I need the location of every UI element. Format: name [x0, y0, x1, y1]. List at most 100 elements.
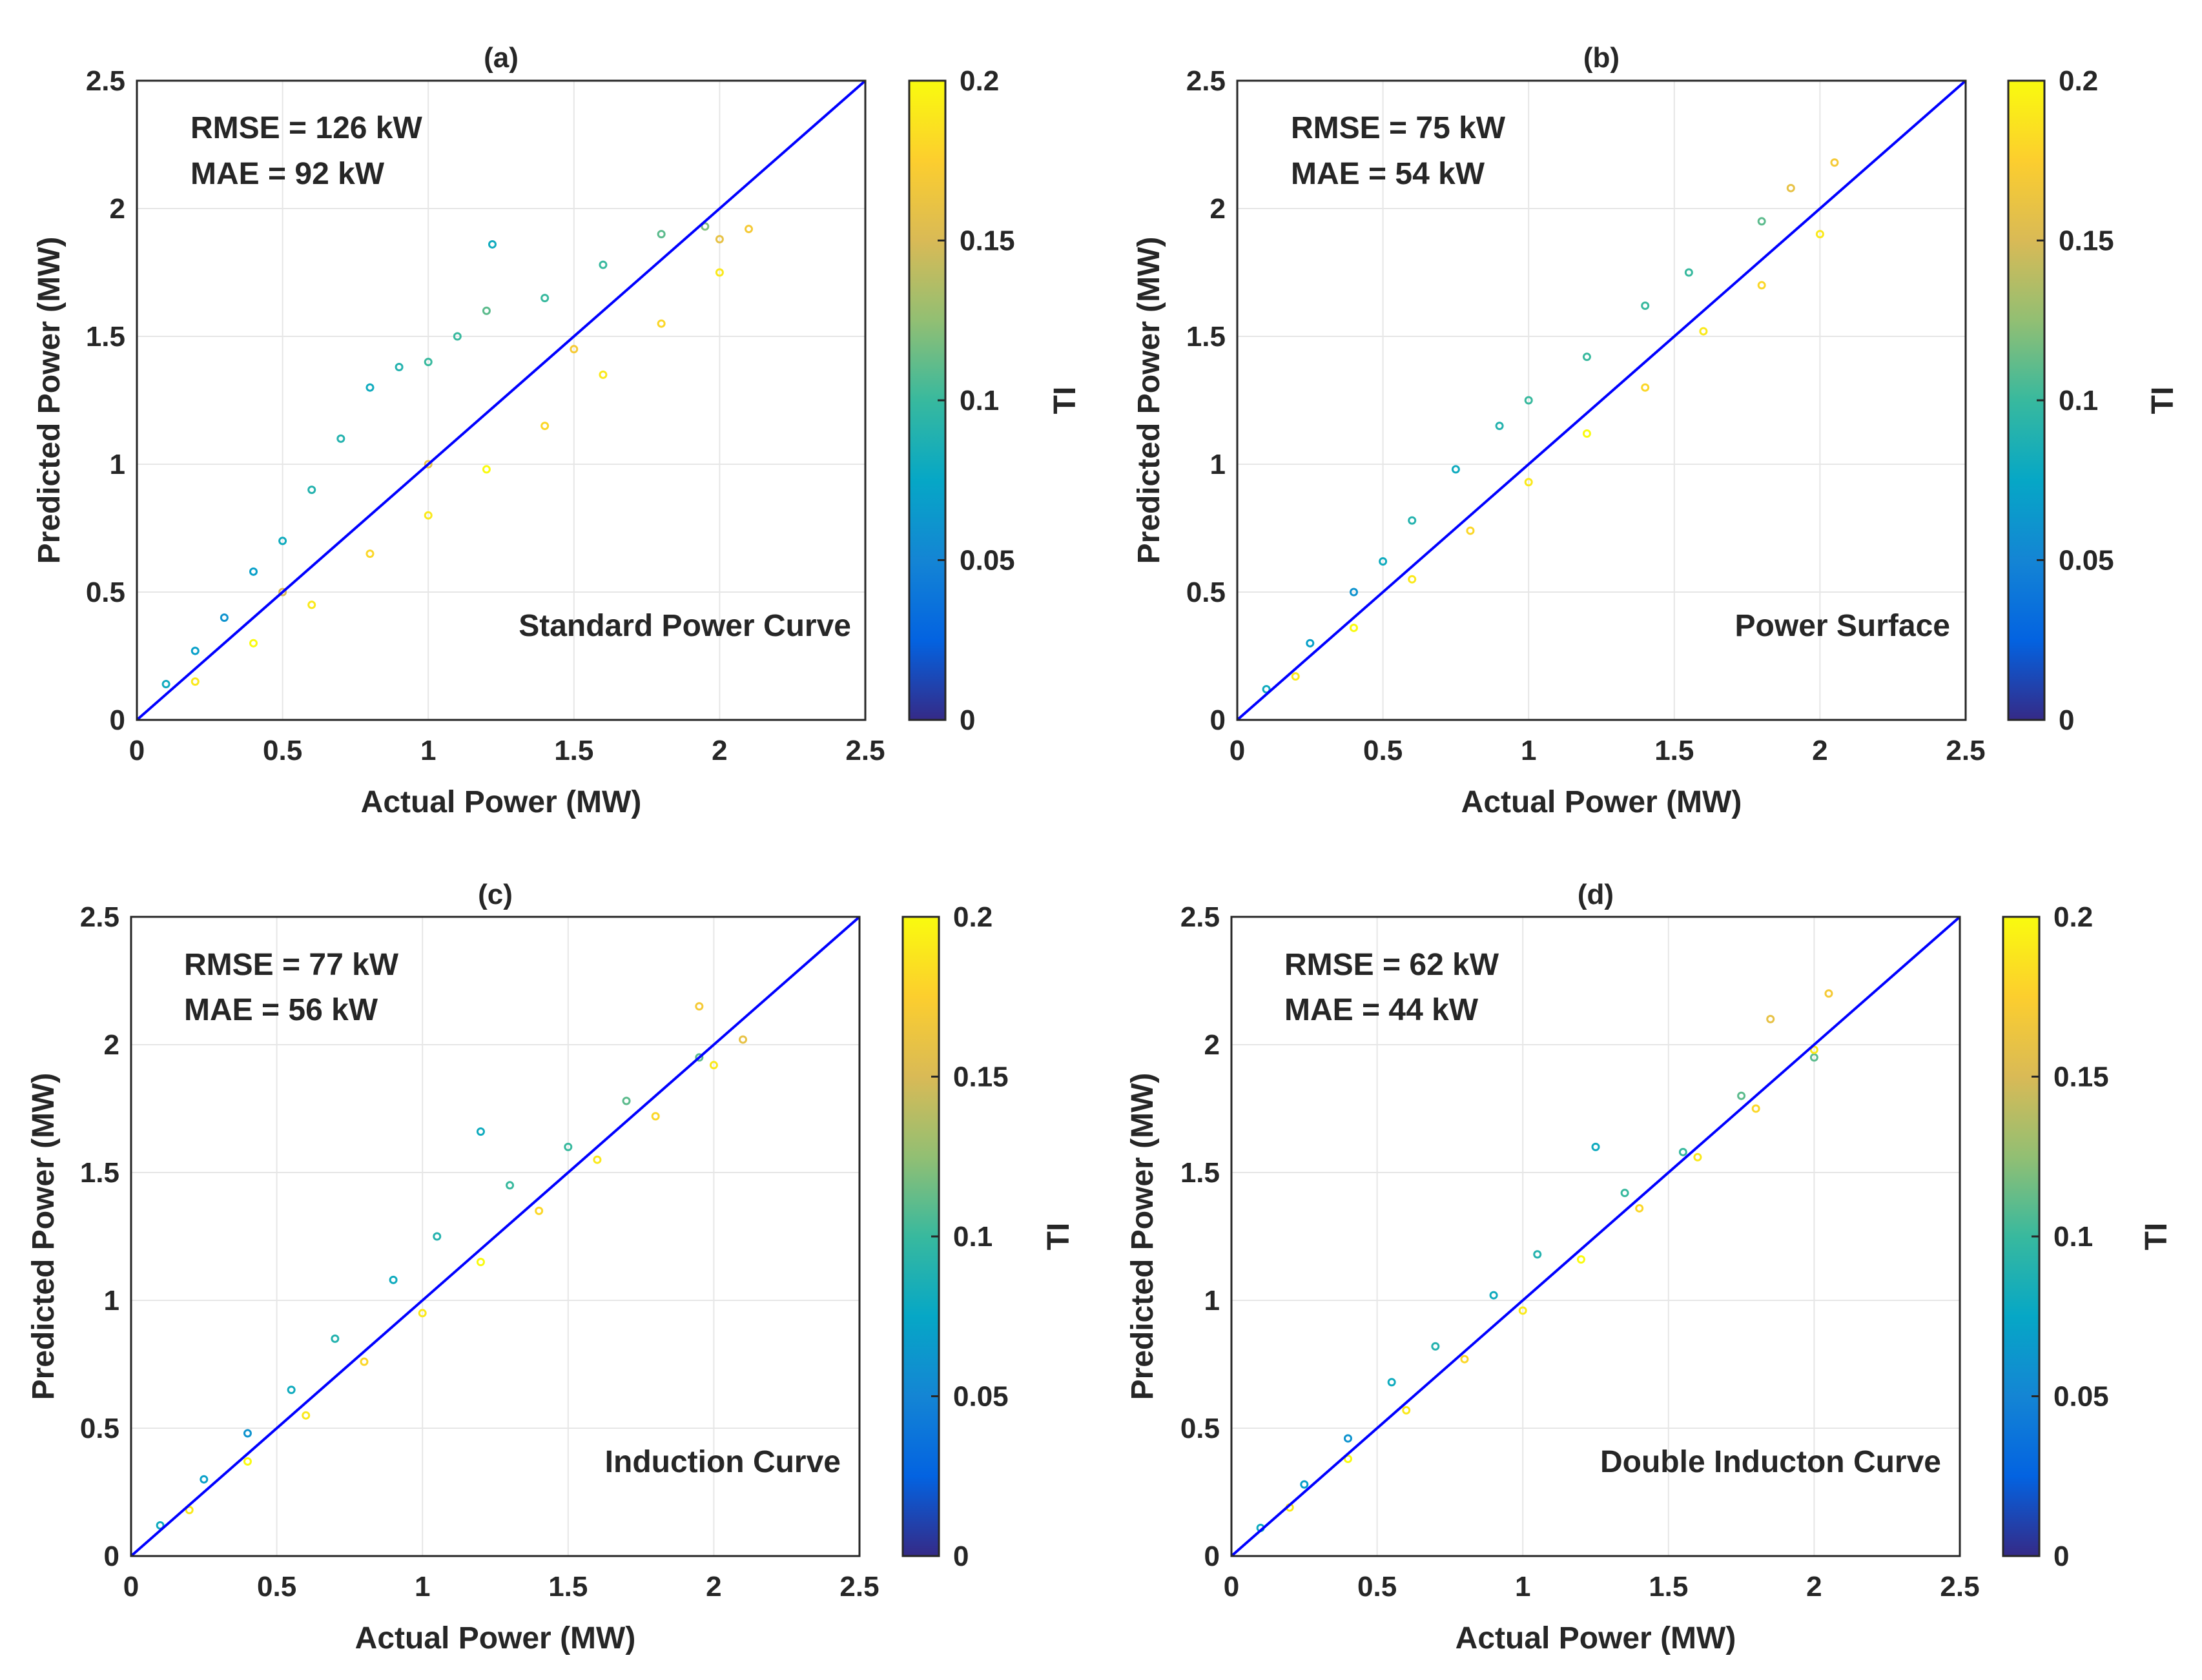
rmse-annotation: RMSE = 75 kW [1291, 111, 1506, 145]
scatter-point [1815, 230, 1824, 239]
colorbar-tick-label: 0 [2059, 704, 2074, 736]
scatter-point [161, 680, 170, 689]
scatter-point [1402, 1406, 1411, 1415]
plot-frame [1230, 916, 1961, 1557]
plot-frame [130, 916, 861, 1557]
x-tick-label: 2.5 [845, 735, 885, 766]
colorbar-tick-label: 0.05 [2059, 545, 2114, 577]
scatter-point [1830, 158, 1839, 167]
x-tick-label: 1 [415, 1571, 430, 1603]
scatter-point [1466, 526, 1475, 535]
scatter-point [1349, 623, 1358, 632]
y-tick-label: 2.5 [80, 901, 119, 933]
colorbar-tick-label: 0.2 [2053, 901, 2093, 933]
scatter-point [424, 460, 433, 469]
x-tick-label: 2 [1812, 735, 1827, 766]
identity-line [130, 916, 861, 1557]
scatter-point [389, 1275, 398, 1284]
x-tick-label: 0.5 [1357, 1571, 1397, 1603]
scatter-point [593, 1155, 602, 1164]
colorbar-tick-label: 0.1 [960, 385, 999, 416]
scatter-point [622, 1096, 631, 1105]
y-tick-label: 0 [104, 1541, 119, 1572]
y-tick-label: 0.5 [1180, 1413, 1220, 1444]
scatter-points [156, 1002, 748, 1530]
colorbar-tick-label: 0.05 [2053, 1381, 2109, 1413]
scatter-point [570, 345, 579, 354]
y-tick-label: 1.5 [1180, 1157, 1220, 1189]
panel-c: (c) 0 0.5 1 1.5 2 2.5 0 0.5 1 1.5 2 2.5 Actual Pow… [26, 879, 1076, 1655]
scatter-point [185, 1506, 194, 1515]
x-tick-labels: 0 0.5 1 1.5 2 2.5 [129, 735, 885, 766]
scatter-point [249, 639, 258, 648]
panel-b: (b) 0 0.5 1 1.5 2 2.5 0 0.5 1 1.5 2 2.5 Actual Pow… [1132, 42, 2180, 819]
x-tick-label: 1 [1515, 1571, 1530, 1603]
panel-a: (a) 0 0.5 1 1.5 2 2.5 0 0.5 1 1.5 2 2.5 Actual Pow… [32, 42, 1082, 819]
scatter-point [302, 1411, 311, 1420]
scatter-point [1737, 1091, 1746, 1100]
colorbar-tick-label: 0.15 [2053, 1061, 2109, 1093]
scatter-point [360, 1357, 369, 1366]
x-tick-label: 2.5 [1946, 735, 1985, 766]
panel-d: (d) 0 0.5 1 1.5 2 2.5 0 0.5 1 1.5 2 2.5 Actual Pow… [1126, 879, 2174, 1655]
rmse-annotation: RMSE = 62 kW [1284, 948, 1499, 982]
scatter-point [1379, 557, 1388, 566]
scatter-point [278, 588, 287, 597]
x-tick-label: 1 [420, 735, 436, 766]
scatter-point [453, 332, 462, 341]
y-tick-label: 2 [1210, 193, 1226, 225]
x-tick-label: 0.5 [1363, 735, 1403, 766]
scatter-point [1809, 1045, 1818, 1054]
y-tick-label: 2 [1204, 1029, 1220, 1061]
scatter-point [1699, 327, 1708, 336]
colorbar-tick-label: 0 [2053, 1541, 2069, 1572]
scatter-point [1757, 281, 1766, 290]
scatter-point [1751, 1104, 1760, 1113]
x-tick-label: 1.5 [554, 735, 593, 766]
y-tick-label: 1.5 [86, 321, 125, 353]
scatter-point [243, 1429, 252, 1438]
scatter-point [1693, 1152, 1702, 1162]
y-axis-label: Predicted Power (MW) [32, 237, 67, 564]
scatter-point [424, 511, 433, 520]
panel-label: (b) [1583, 42, 1620, 74]
scatter-point [482, 306, 491, 315]
colorbar-label: TI [1042, 1223, 1076, 1251]
scatter-point [1766, 1014, 1775, 1023]
colorbar-tick-label: 0.1 [953, 1221, 993, 1253]
scatter-point [540, 422, 550, 431]
mae-annotation: MAE = 54 kW [1291, 157, 1485, 191]
x-tick-label: 2 [1806, 1571, 1822, 1603]
colorbar-tick-label: 0.2 [953, 901, 993, 933]
y-tick-label: 1.5 [80, 1157, 119, 1189]
colorbar-tick-label: 0.1 [2053, 1221, 2093, 1253]
x-tick-label: 0 [123, 1571, 139, 1603]
y-tick-label: 0 [1210, 704, 1226, 736]
scatter-point [695, 1002, 704, 1011]
scatter-point [1343, 1434, 1352, 1443]
scatter-point [1684, 268, 1693, 277]
scatter-point [1262, 684, 1271, 693]
scatter-point [1524, 478, 1533, 487]
x-tick-label: 2 [712, 735, 727, 766]
scatter-point [657, 230, 666, 239]
scatter-point [220, 613, 229, 622]
x-axis-label: Actual Power (MW) [1461, 785, 1742, 819]
colorbar-tick-label: 0 [953, 1541, 969, 1572]
colorbar-tick-label: 0.2 [960, 65, 999, 97]
colorbar-tick-label: 0 [960, 704, 975, 736]
scatter-point [709, 1061, 718, 1070]
identity-line [1236, 79, 1967, 721]
colorbar-label: TI [1048, 387, 1082, 415]
scatter-point [1635, 1204, 1644, 1213]
scatter-point [307, 486, 316, 495]
scatter-point [701, 222, 710, 231]
scatter-point [1641, 383, 1650, 392]
scatter-points [1256, 989, 1833, 1532]
scatter-point [418, 1309, 427, 1318]
scatter-point [365, 549, 375, 558]
x-tick-labels: 0 0.5 1 1.5 2 2.5 [123, 1571, 880, 1603]
y-tick-label: 2 [110, 193, 125, 225]
panel-label: (c) [478, 879, 513, 910]
y-tick-label: 1 [110, 449, 125, 480]
